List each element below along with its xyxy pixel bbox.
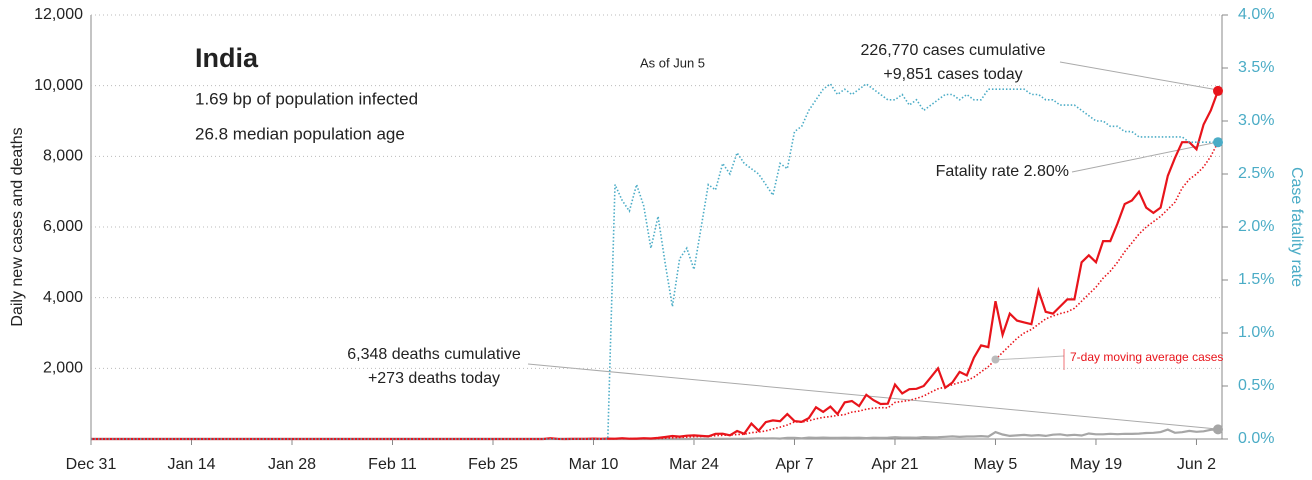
y-tick-label: 12,000 (34, 6, 83, 23)
annotation: +9,851 cases today (883, 66, 1022, 83)
x-tick-label: Mar 10 (569, 456, 619, 473)
y-tick-label: 8,000 (43, 148, 83, 165)
y2-tick-label: 1.5% (1238, 271, 1274, 288)
y-tick-label: 4,000 (43, 289, 83, 306)
note: 26.8 median population age (195, 124, 405, 143)
x-tick-label: Jun 2 (1177, 456, 1216, 473)
leader-line (527, 363, 1218, 430)
note: 1.69 bp of population infected (195, 89, 418, 108)
annotation: +273 deaths today (368, 370, 500, 387)
y2-axis-title: Case fatality rate (1288, 167, 1305, 287)
x-tick-label: Jan 14 (167, 456, 215, 473)
series-line (91, 82, 1218, 440)
x-tick-label: Apr 21 (871, 456, 918, 473)
annotation: 226,770 cases cumulative (861, 42, 1046, 59)
series-line (91, 90, 1220, 441)
y2-tick-label: 0.5% (1238, 377, 1274, 394)
y2-tick-label: 4.0% (1238, 6, 1274, 23)
subtitle: As of Jun 5 (640, 55, 705, 70)
x-tick-label: Dec 31 (66, 456, 117, 473)
x-tick-label: May 5 (974, 456, 1018, 473)
annotation: 6,348 deaths cumulative (347, 346, 521, 363)
x-tick-label: Jan 28 (268, 456, 316, 473)
y-axis-title: Daily new cases and deaths (9, 127, 26, 326)
annotation: 7-day moving average cases (1070, 350, 1223, 364)
end-dot (1213, 137, 1223, 148)
x-tick-label: May 19 (1070, 456, 1123, 473)
y2-tick-label: 2.0% (1238, 218, 1274, 235)
y2-tick-label: 3.5% (1238, 59, 1274, 76)
end-dot (1213, 85, 1223, 96)
y2-tick-label: 3.0% (1238, 112, 1274, 129)
leader-line (992, 355, 1065, 361)
end-dot (1213, 424, 1223, 435)
y2-tick-label: 0.0% (1238, 430, 1274, 447)
x-tick-label: Mar 24 (669, 456, 719, 473)
leader-line (1071, 141, 1219, 173)
x-tick-label: Feb 25 (468, 456, 518, 473)
chart-title: India (195, 43, 259, 73)
y-tick-label: 10,000 (34, 77, 83, 94)
y-tick-label: 2,000 (43, 360, 83, 377)
y2-tick-label: 1.0% (1238, 324, 1274, 341)
annotation: Fatality rate 2.80% (936, 163, 1069, 180)
series-line (91, 141, 1219, 440)
y-tick-label: 6,000 (43, 218, 83, 235)
x-tick-label: Feb 11 (368, 456, 417, 473)
average-dot (991, 355, 1000, 364)
x-tick-label: Apr 7 (775, 456, 813, 473)
y2-tick-label: 2.5% (1238, 165, 1274, 182)
